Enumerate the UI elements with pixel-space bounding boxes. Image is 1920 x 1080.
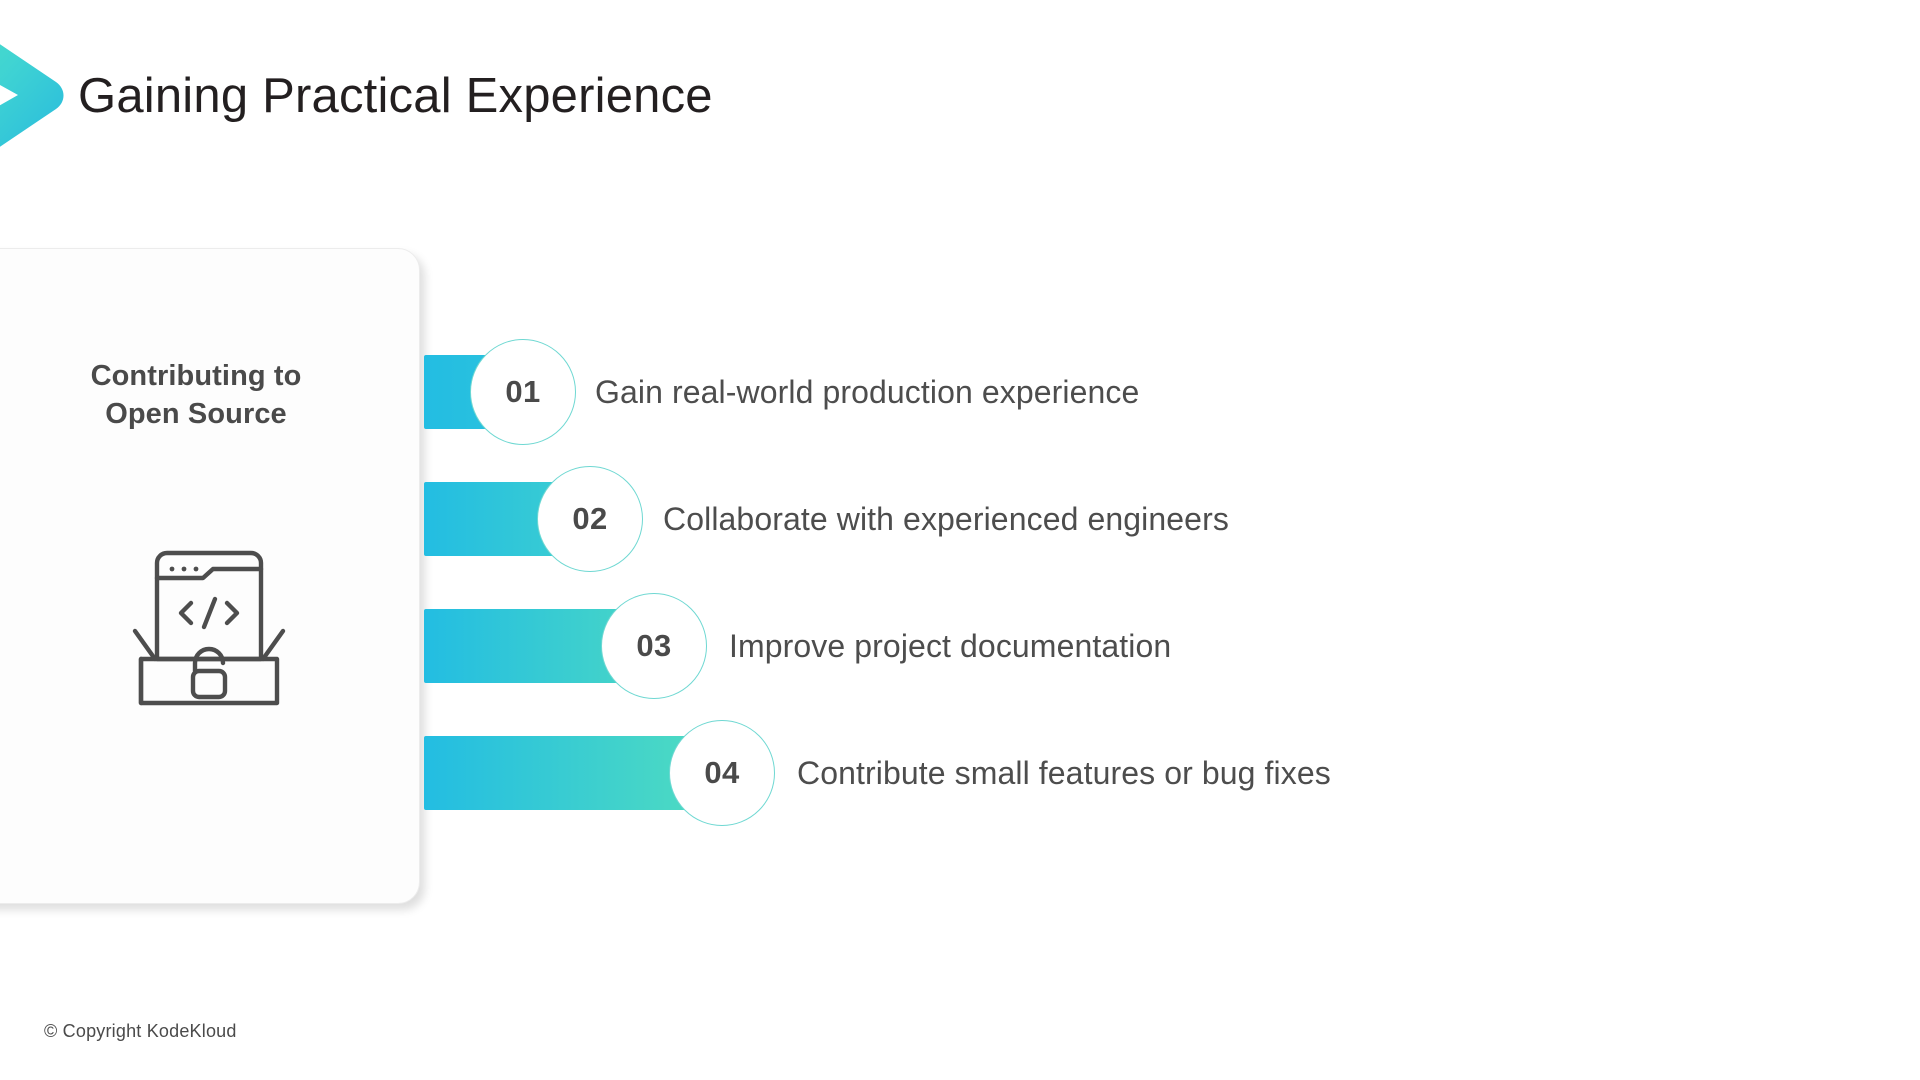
side-card-title-line-1: Contributing to	[90, 360, 302, 392]
list-item-badge: 03	[601, 593, 707, 699]
list-item-text: Gain real-world production experience	[595, 373, 1140, 410]
list-item-number: 04	[704, 755, 740, 790]
list-item: 02 Collaborate with experienced engineer…	[424, 466, 1324, 572]
footer-copyright: © Copyright KodeKloud	[44, 1021, 237, 1041]
list-item-badge: 04	[669, 720, 775, 826]
side-card-title-line-2: Open Source	[105, 398, 287, 431]
list-item-number: 01	[505, 374, 541, 409]
list-item-badge: 02	[537, 466, 643, 572]
list-item-number: 02	[572, 501, 608, 536]
list-item-text: Contribute small features or bug fixes	[797, 754, 1331, 791]
list-item: 03 Improve project documentation	[424, 593, 1324, 699]
list-item-badge: 01	[470, 339, 576, 445]
list-item-number: 03	[636, 628, 672, 663]
open-source-box-code-unlock-icon	[109, 519, 309, 724]
side-card-icon-wrapper	[0, 519, 419, 724]
page-title: Gaining Practical Experience	[78, 69, 713, 123]
list-item: 01 Gain real-world production experience	[424, 339, 1324, 445]
side-card-title: Contributing to Open Source	[1, 357, 391, 434]
side-card: Contributing to Open Source	[0, 248, 420, 904]
list-item: 04 Contribute small features or bug fixe…	[424, 720, 1331, 826]
list-item-text: Improve project documentation	[729, 627, 1172, 664]
list-item-text: Collaborate with experienced engineers	[663, 500, 1229, 537]
